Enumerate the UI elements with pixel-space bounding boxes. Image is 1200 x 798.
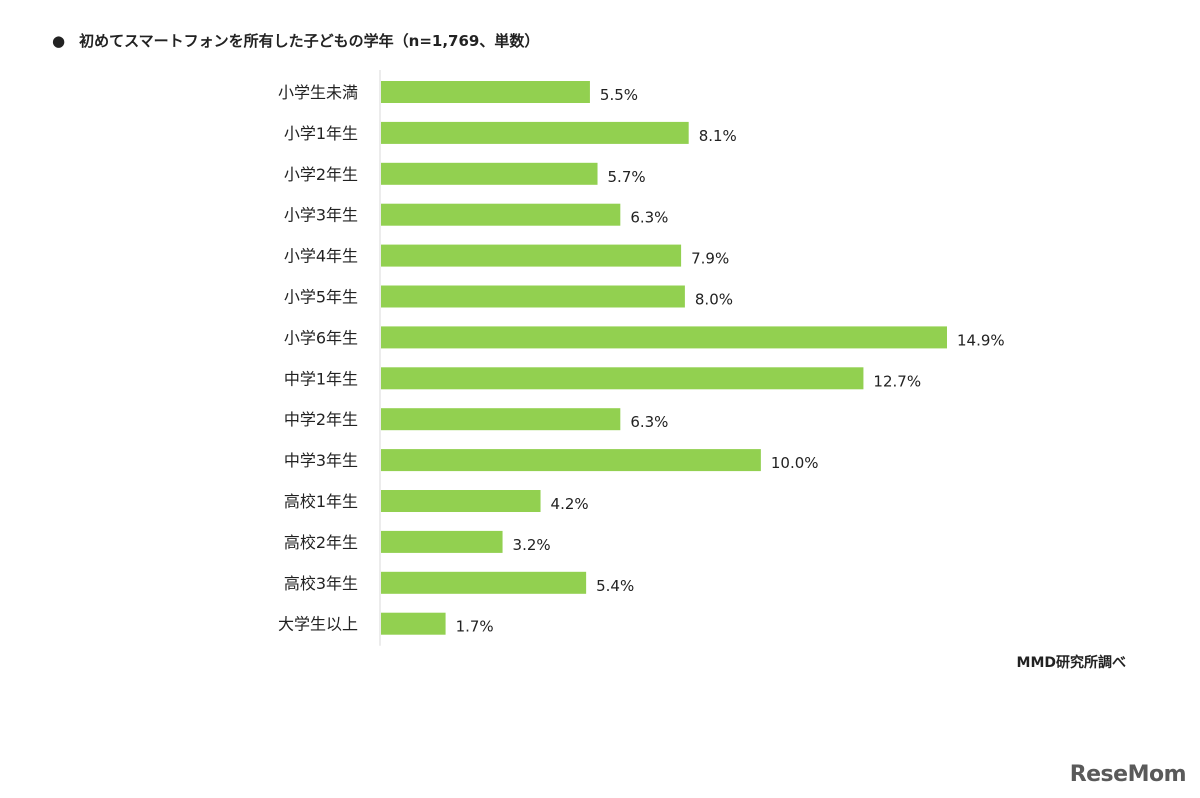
bar [381,285,685,308]
bar [381,326,947,349]
data-label: 1.7% [456,618,494,636]
data-label: 14.9% [957,331,1005,349]
data-label: 6.3% [630,413,668,431]
category-label: 高校2年生 [284,533,358,552]
category-label: 小学4年生 [284,247,358,266]
category-label: 高校1年生 [284,492,358,511]
category-label: 小学2年生 [284,165,358,184]
data-label: 7.9% [691,250,729,268]
chart-title-text: 初めてスマートフォンを所有した子どもの学年（n=1,769、単数） [79,32,540,50]
bar [381,244,682,267]
data-label: 3.2% [513,536,551,554]
source-note: MMD研究所調べ [1016,655,1126,671]
category-label: 中学3年生 [284,451,358,470]
data-label: 10.0% [771,454,819,472]
category-label: 小学6年生 [284,328,358,347]
bar [381,408,621,431]
category-label: 小学生未満 [278,83,358,102]
bar [381,203,621,226]
bar [381,612,446,635]
data-label: 12.7% [873,372,921,390]
category-label: 大学生以上 [278,615,358,634]
data-label: 8.1% [699,127,737,145]
bar [381,367,864,390]
category-label: 中学2年生 [284,410,358,429]
data-label: 5.5% [600,86,638,104]
data-label: 5.7% [608,168,646,186]
category-label: 小学1年生 [284,124,358,143]
category-label: 高校3年生 [284,574,358,593]
bar [381,81,590,103]
resemom-logo: ReseMom [1069,762,1187,787]
bar [381,530,503,553]
data-label: 4.2% [551,495,589,513]
bar [381,571,587,594]
category-label: 小学3年生 [284,206,358,225]
category-label: 中学1年生 [284,369,358,388]
bar [381,449,761,472]
data-label: 8.0% [695,291,733,309]
bar [381,490,541,512]
chart-title: ● 初めてスマートフォンを所有した子どもの学年（n=1,769、単数） [52,30,539,51]
category-label: 小学5年生 [284,288,358,307]
bar [381,121,689,144]
data-label: 5.4% [596,577,634,595]
data-label: 6.3% [630,209,668,227]
bullet-icon: ● [52,32,66,50]
bar [381,162,598,185]
